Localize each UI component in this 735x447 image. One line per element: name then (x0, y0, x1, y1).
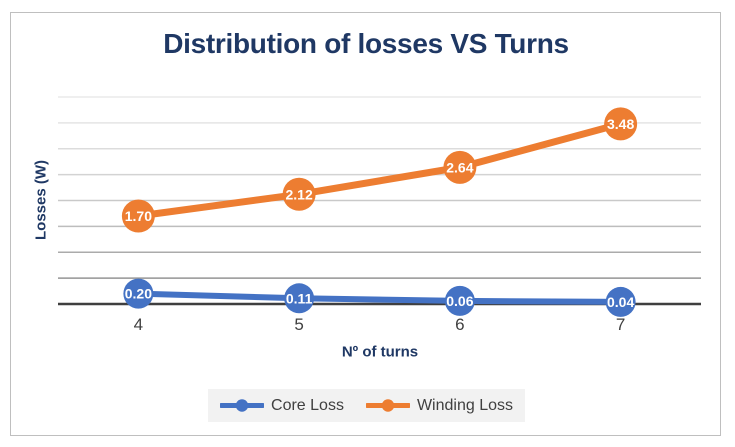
legend-item-core-loss: Core Loss (220, 397, 344, 415)
legend: Core Loss Winding Loss (208, 389, 525, 422)
chart-frame (10, 12, 721, 436)
core-loss-line-marker-icon (220, 399, 265, 412)
winding-loss-line-marker-icon (365, 399, 410, 412)
x-axis-title: Nº of turns (341, 343, 419, 361)
y-axis-title: Losses (W) (32, 159, 50, 241)
legend-item-winding-loss: Winding Loss (365, 396, 513, 415)
legend-label-winding-loss: Winding Loss (416, 396, 513, 414)
chart-title: Distribution of losses VS Turns (163, 28, 569, 59)
legend-label-core-loss: Core Loss (271, 396, 344, 414)
